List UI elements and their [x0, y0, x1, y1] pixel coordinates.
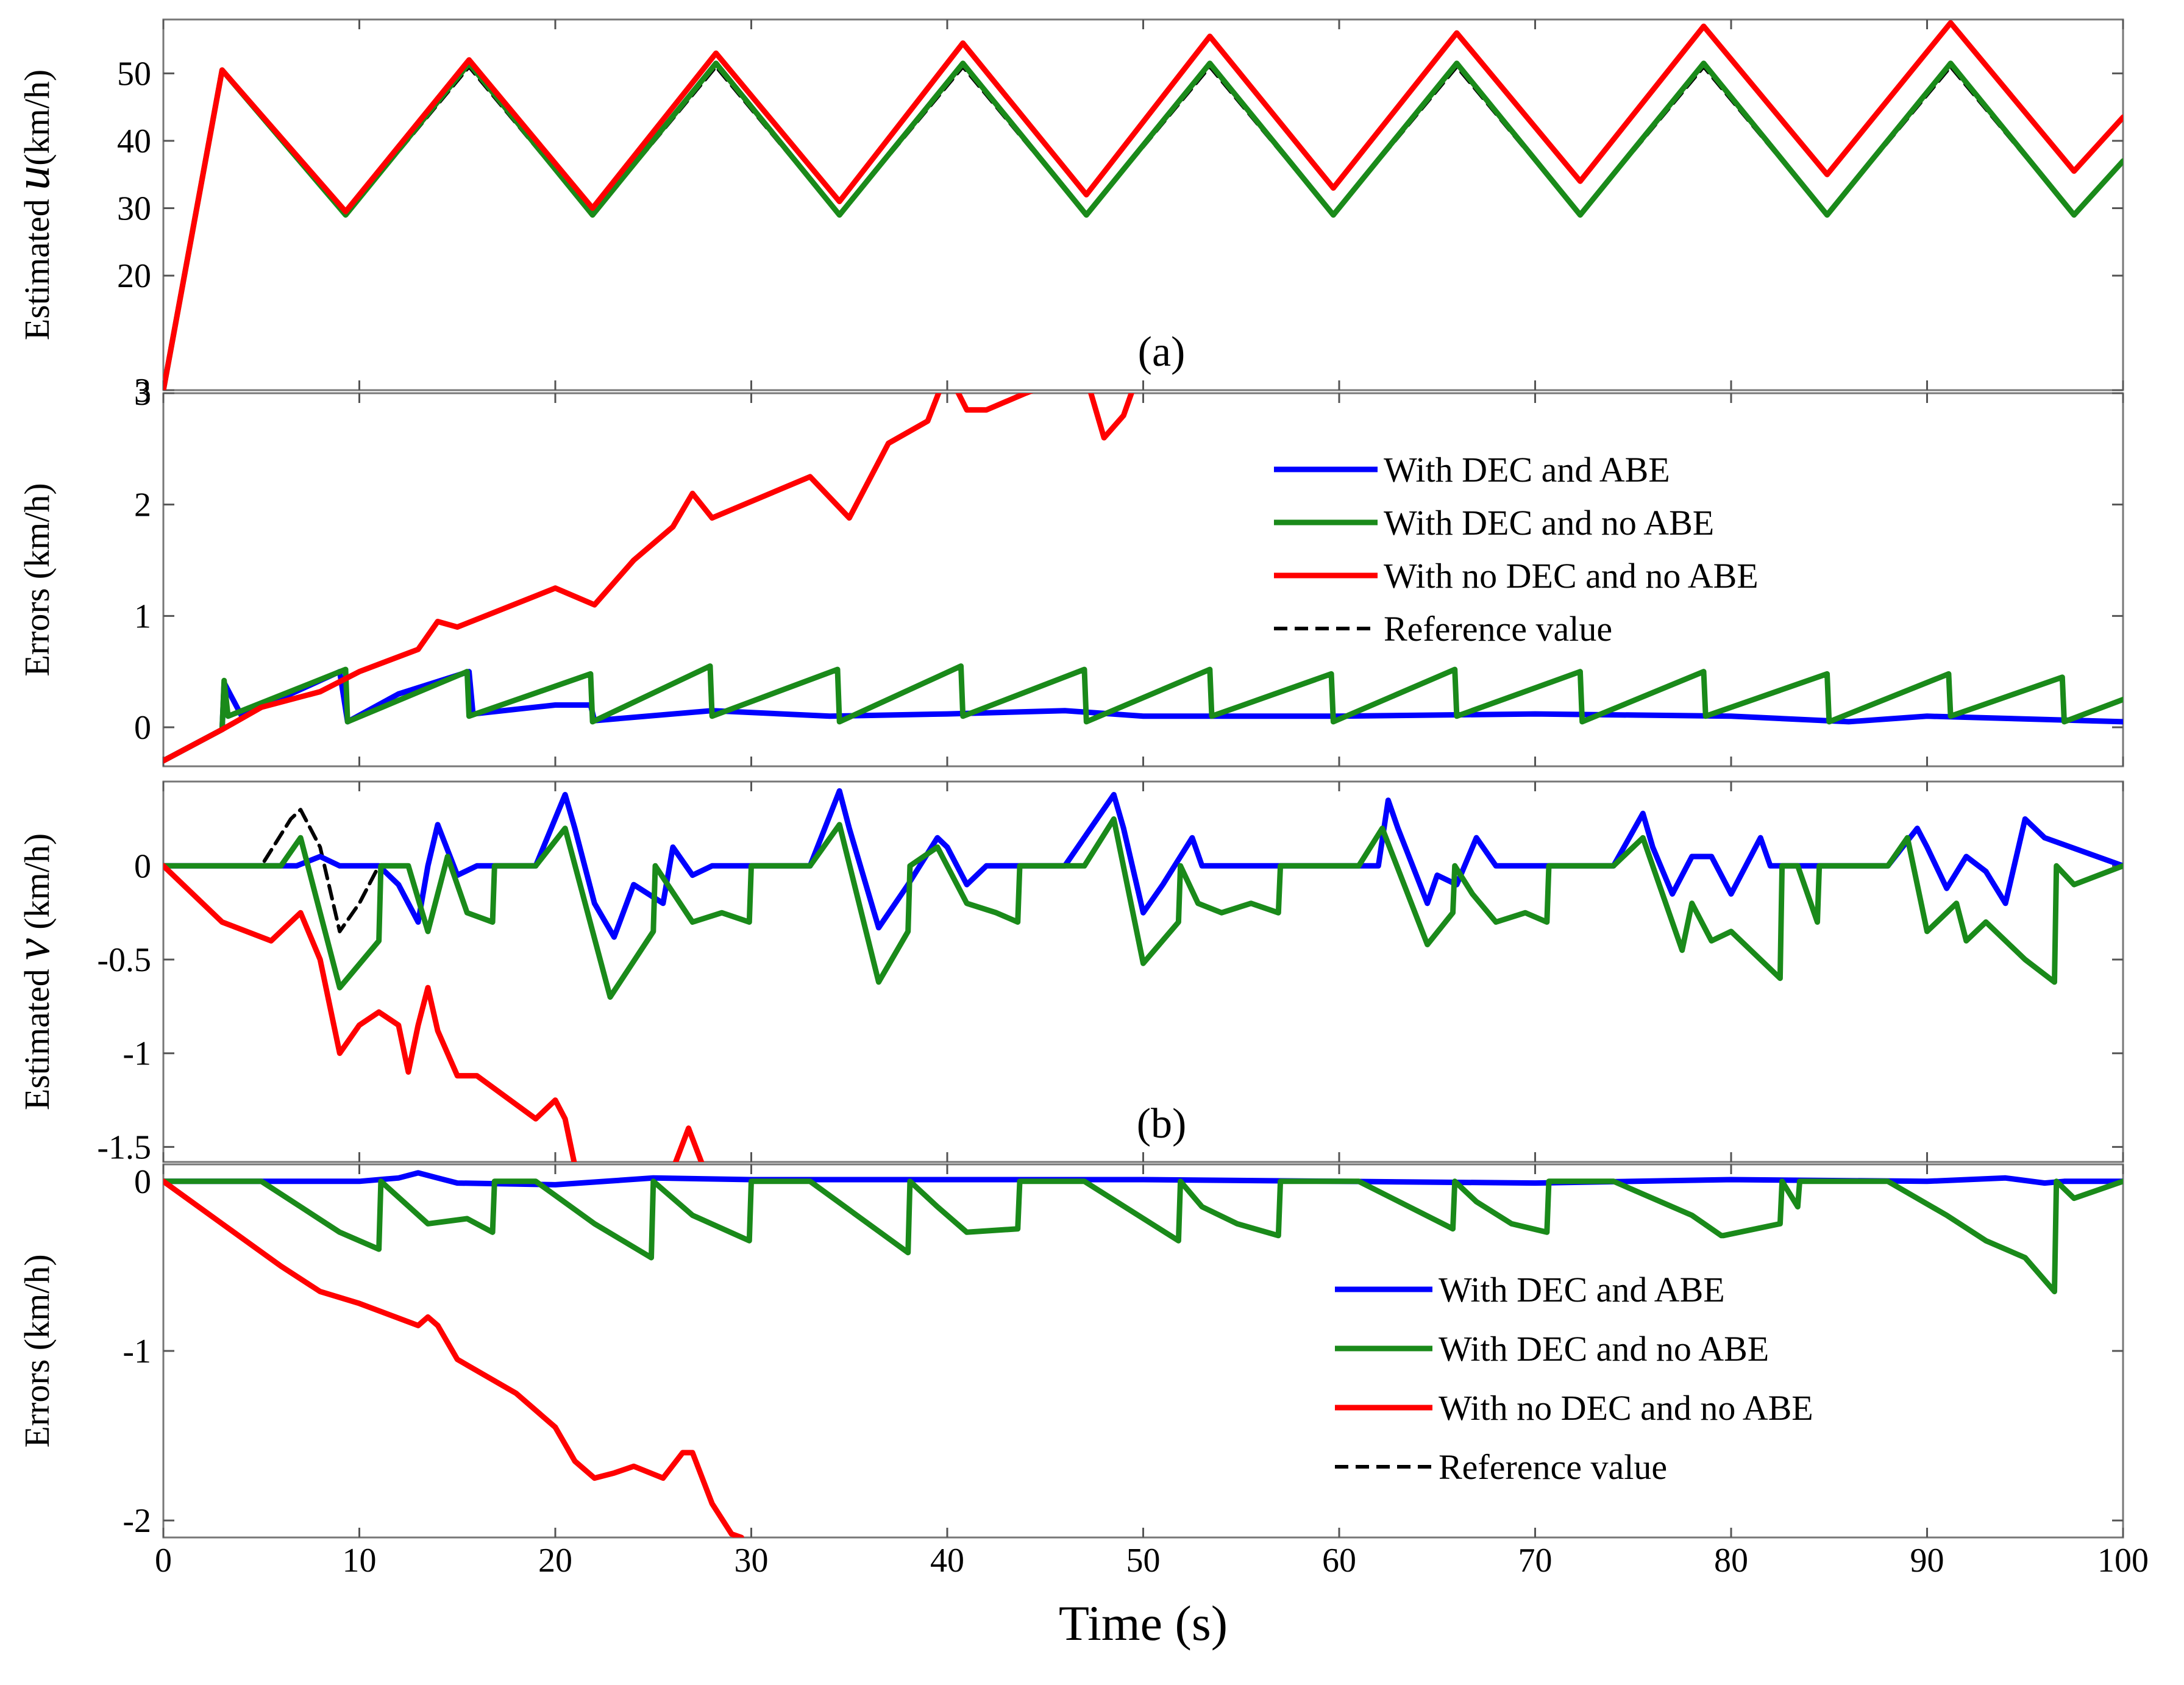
series-line-with-no-dec-and-no-abe: [672, 1125, 705, 1162]
y-tick-label: 0: [134, 1163, 151, 1201]
y-tick-label: -1: [123, 1035, 151, 1073]
series-line-with-no-dec-and-no-abe: [163, 1178, 744, 1537]
x-tick-label: 10: [343, 1542, 377, 1580]
y-axis-label: Estimated u(km/h): [6, 69, 60, 340]
series-line-with-dec-and-no-abe: [163, 816, 2123, 1000]
y-tick-label: 3: [134, 372, 151, 410]
x-tick-label: 30: [735, 1542, 769, 1580]
y-tick-label: 20: [117, 257, 151, 295]
panel-a-estimated-u: 50 40 30 20 3 Estimated u(km/h) (a): [6, 18, 2124, 410]
series-line-with-dec-and-no-abe: [163, 1178, 2123, 1295]
y-tick-label: 40: [117, 123, 151, 160]
panel-annotation: (a): [1138, 329, 1186, 376]
y-tick-label: 30: [117, 190, 151, 228]
y-tick-label: -1.5: [97, 1128, 151, 1166]
legend-label-with-dec-and-abe: With DEC and ABE: [1439, 1270, 1725, 1309]
legend-label-reference-value: Reference value: [1439, 1447, 1667, 1487]
series-line-with-no-dec-and-no-abe: [163, 863, 577, 1162]
y-tick-label: 0: [134, 709, 151, 747]
legend-label-with-no-dec-and-no-abe: With no DEC and no ABE: [1439, 1388, 1813, 1428]
y-axis-label: Errors (km/h): [17, 483, 57, 676]
y-axis-label: Estimated v (km/h): [6, 833, 60, 1110]
x-tick-label: 80: [1714, 1542, 1748, 1580]
x-tick-label: 40: [930, 1542, 964, 1580]
x-axis: 0 10 20 30 40 50 60 70 80 90 100 Time (s): [155, 1542, 2149, 1651]
legend: With DEC and ABE With DEC and no ABE With …: [1335, 1270, 1813, 1487]
x-tick-label: 100: [2097, 1542, 2149, 1580]
legend-label-with-no-dec-and-no-abe: With no DEC and no ABE: [1384, 556, 1759, 596]
y-tick-label: -1: [123, 1333, 151, 1370]
y-tick-label: 1: [134, 597, 151, 635]
legend-label-reference-value: Reference value: [1384, 609, 1612, 649]
y-tick-label: 50: [117, 55, 151, 93]
legend-label-with-dec-and-no-abe: With DEC and no ABE: [1384, 503, 1714, 543]
y-tick-label: 2: [134, 486, 151, 524]
series-line-with-no-dec-and-no-abe: [163, 393, 1134, 764]
panel-b-estimated-v: 0 -0.5 -1 -1.5 Estimated v (km/h) (b): [6, 780, 2124, 1166]
x-tick-label: 50: [1126, 1542, 1161, 1580]
x-tick-label: 20: [538, 1542, 572, 1580]
y-tick-label: -2: [123, 1502, 151, 1540]
legend-label-with-dec-and-no-abe: With DEC and no ABE: [1439, 1329, 1769, 1369]
x-tick-label: 90: [1910, 1542, 1944, 1580]
series-line-with-dec-and-abe: [163, 1170, 2123, 1188]
legend-label-with-dec-and-abe: With DEC and ABE: [1384, 450, 1670, 490]
y-tick-label: 0: [134, 847, 151, 885]
legend: With DEC and ABE With DEC and no ABE With …: [1274, 450, 1759, 649]
series-line-with-no-dec-and-no-abe: [163, 20, 2123, 390]
x-tick-label: 70: [1518, 1542, 1553, 1580]
x-tick-label: 60: [1322, 1542, 1356, 1580]
y-tick-label: -0.5: [97, 941, 151, 979]
x-axis-label: Time (s): [1059, 1595, 1228, 1651]
panel-annotation: (b): [1137, 1100, 1187, 1147]
x-tick-label: 0: [155, 1542, 172, 1580]
y-axis-label: Errors (km/h): [17, 1254, 57, 1447]
series-line-with-dec-and-no-abe: [163, 663, 2123, 764]
y-tick-label: 3: [134, 375, 151, 413]
